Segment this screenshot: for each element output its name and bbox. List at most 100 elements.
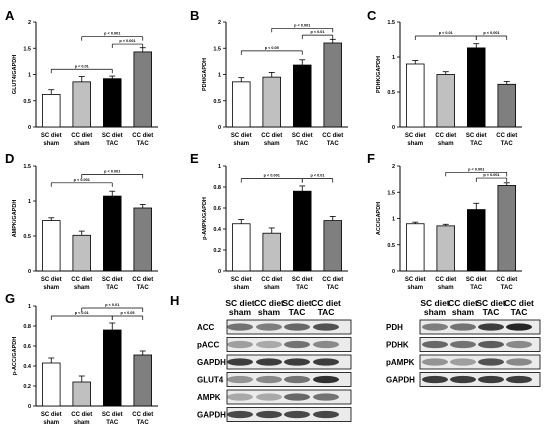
- chart-panel-d: D 0 0.5 1 1.5 AMPK/GAPDH SC diet sham CC diet sha…: [5, 151, 158, 291]
- category-label-line1: CC diet: [261, 133, 282, 139]
- right-row-label: PDH: [386, 323, 403, 332]
- y-tick-label: 1.5: [387, 190, 395, 196]
- p-value-label: p < 0.01: [310, 30, 324, 34]
- chart-panel-e: E 0 0.2 0.4 0.6 0.8 1 p-AMPK/GAPDH SC diet sham CC…: [190, 151, 348, 291]
- left-band: [284, 410, 310, 419]
- left-column-header-line1: CC diet: [311, 298, 341, 308]
- left-band: [256, 393, 282, 401]
- panel-letter: H: [170, 293, 179, 308]
- y-tick-label: 0.2: [213, 248, 221, 254]
- panel-letter: A: [5, 8, 15, 23]
- left-band: [313, 410, 339, 419]
- y-tick-label: 0.8: [213, 185, 221, 191]
- y-axis-label: p-ACC/GAPDH: [12, 337, 18, 376]
- category-label-line1: SC diet: [292, 277, 313, 283]
- y-tick-label: 2: [218, 20, 221, 26]
- bar: [262, 232, 281, 272]
- right-band: [478, 358, 504, 366]
- y-tick-label: 0.5: [387, 90, 395, 96]
- p-value-label: p < 0.001: [468, 167, 484, 171]
- bar: [72, 381, 91, 407]
- y-tick-label: 0.5: [23, 234, 31, 240]
- category-label-line2: sham: [407, 285, 423, 291]
- left-band: [256, 340, 282, 349]
- bar: [406, 63, 425, 128]
- left-band: [313, 340, 339, 349]
- category-label-line1: CC diet: [261, 277, 282, 283]
- y-tick-label: 0.4: [23, 364, 32, 370]
- category-label-line1: CC diet: [132, 277, 153, 283]
- right-column-header-line1: CC diet: [448, 298, 478, 308]
- y-tick-label: 0.4: [213, 227, 222, 233]
- y-axis-label: PDH/GAPDH: [202, 58, 208, 91]
- category-label-line1: CC diet: [322, 133, 343, 139]
- category-label-line1: CC diet: [132, 133, 153, 139]
- left-column-header-line2: TAC: [318, 307, 335, 317]
- panel-letter: E: [190, 151, 199, 166]
- left-column-header-line2: sham: [258, 307, 281, 317]
- y-tick-label: 0.6: [213, 206, 221, 212]
- category-label-line2: TAC: [106, 285, 119, 291]
- category-label-line2: TAC: [137, 285, 150, 291]
- category-label-line1: SC diet: [41, 412, 62, 418]
- category-label-line1: SC diet: [466, 277, 487, 283]
- right-row-label: pAMPK: [386, 358, 415, 367]
- left-band: [284, 358, 310, 366]
- y-tick-label: 0: [218, 125, 221, 131]
- left-band: [227, 393, 253, 401]
- left-band: [227, 323, 253, 331]
- left-column-header-line2: sham: [229, 307, 252, 317]
- y-axis-label: ACC/GAPDH: [376, 202, 382, 235]
- right-band: [478, 323, 504, 331]
- left-band: [256, 410, 282, 419]
- category-label-line2: sham: [43, 420, 59, 426]
- category-label-line2: sham: [438, 141, 454, 147]
- category-label-line2: TAC: [501, 285, 514, 291]
- chart-panel-f: F 0 0.5 1 1.5 2 ACC/GAPDH SC diet sham CC diet sha…: [367, 151, 522, 291]
- p-value-label: p < 0.001: [119, 39, 135, 43]
- category-label-line1: SC diet: [102, 277, 123, 283]
- y-tick-label: 0: [392, 125, 395, 131]
- right-band: [478, 375, 504, 384]
- category-label-line2: sham: [264, 285, 280, 291]
- left-band: [284, 340, 310, 349]
- p-value-label: p < 0.01: [75, 311, 89, 315]
- category-label-line1: SC diet: [231, 277, 252, 283]
- category-label-line2: sham: [264, 141, 280, 147]
- category-label-line2: sham: [233, 141, 249, 147]
- left-band: [256, 375, 282, 384]
- bar: [467, 47, 486, 128]
- right-column-header-line1: SC diet: [420, 298, 449, 308]
- right-row-label: PDHK: [386, 341, 409, 350]
- y-tick-label: 0: [28, 269, 31, 275]
- category-label-line2: TAC: [296, 141, 309, 147]
- left-row-label: pACC: [197, 341, 219, 350]
- right-band: [478, 340, 504, 349]
- bar: [406, 223, 425, 272]
- bar: [133, 354, 152, 407]
- panel-letter: C: [367, 8, 377, 23]
- category-label-line2: TAC: [106, 420, 119, 426]
- left-band: [284, 323, 310, 331]
- y-tick-label: 0.5: [387, 243, 395, 249]
- y-tick-label: 0.8: [23, 324, 31, 330]
- right-band: [450, 375, 476, 384]
- y-tick-label: 1: [28, 304, 31, 310]
- y-tick-label: 1: [392, 217, 395, 223]
- panel-letter: B: [190, 8, 199, 23]
- category-label-line1: CC diet: [71, 277, 92, 283]
- y-tick-label: 1: [218, 164, 221, 170]
- chart-panel-c: C 0 0.5 1 1.5 PDHK/GAPDH SC diet sham CC diet sha…: [367, 8, 522, 147]
- category-label-line1: SC diet: [102, 133, 123, 139]
- category-label-line2: sham: [233, 285, 249, 291]
- y-tick-label: 0.2: [23, 384, 31, 390]
- category-label-line2: sham: [407, 141, 423, 147]
- y-tick-label: 1: [28, 73, 31, 79]
- left-band: [313, 375, 339, 384]
- category-label-line2: TAC: [470, 285, 483, 291]
- right-band: [506, 358, 532, 366]
- panel-letter: G: [5, 291, 15, 306]
- left-column-header-line1: CC diet: [254, 298, 284, 308]
- bar: [103, 78, 122, 128]
- y-tick-label: 1.5: [387, 20, 395, 26]
